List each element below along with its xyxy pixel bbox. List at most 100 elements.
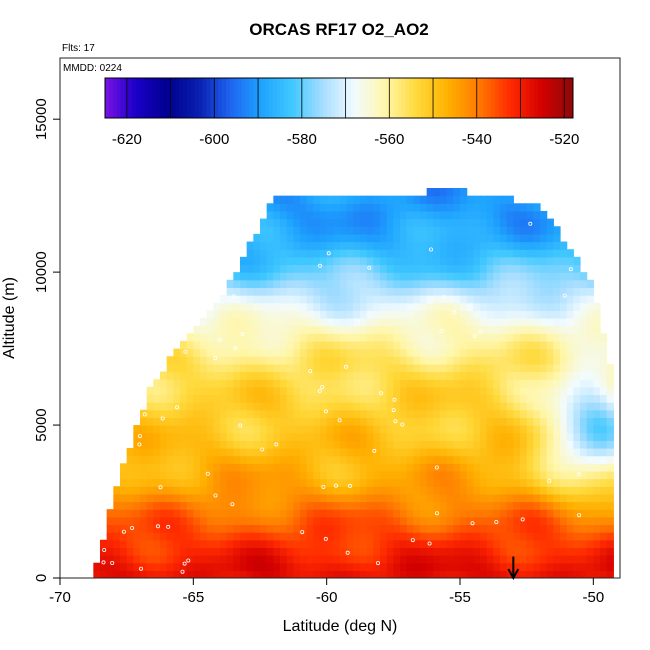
heatmap-cell bbox=[240, 310, 248, 319]
heatmap-cell bbox=[506, 501, 514, 510]
heatmap-cell bbox=[353, 463, 361, 472]
heatmap-cell bbox=[533, 417, 541, 426]
heatmap-cell bbox=[286, 210, 294, 220]
heatmap-cell bbox=[280, 203, 288, 212]
heatmap-cell bbox=[280, 356, 288, 365]
colorbar-swatch bbox=[198, 78, 203, 118]
heatmap-cell bbox=[293, 287, 301, 296]
heatmap-cell bbox=[233, 555, 241, 564]
heatmap-cell bbox=[166, 493, 174, 503]
heatmap-cell bbox=[386, 409, 394, 419]
heatmap-cell bbox=[266, 478, 274, 487]
heatmap-cell bbox=[186, 432, 194, 441]
heatmap-cell bbox=[373, 356, 381, 365]
heatmap-cell bbox=[560, 509, 568, 518]
heatmap-cell bbox=[333, 524, 341, 533]
heatmap-cell bbox=[100, 539, 108, 549]
heatmap-cell bbox=[533, 539, 541, 549]
heatmap-cell bbox=[360, 210, 368, 220]
heatmap-cell bbox=[380, 440, 388, 449]
heatmap-cell bbox=[240, 562, 248, 571]
heatmap-cell bbox=[400, 493, 408, 503]
heatmap-cell bbox=[440, 532, 448, 541]
heatmap-cell bbox=[380, 264, 388, 273]
heatmap-cell bbox=[240, 302, 248, 311]
heatmap-cell bbox=[486, 210, 494, 220]
heatmap-cell bbox=[313, 432, 321, 441]
x-tick-label: -60 bbox=[316, 589, 338, 606]
heatmap-cell bbox=[346, 570, 354, 578]
heatmap-cell bbox=[553, 233, 561, 243]
heatmap-cell bbox=[200, 547, 208, 556]
heatmap-cell bbox=[480, 425, 488, 434]
heatmap-cell bbox=[526, 539, 534, 549]
heatmap-cell bbox=[453, 233, 461, 243]
heatmap-cell bbox=[526, 279, 534, 289]
heatmap-cell bbox=[293, 516, 301, 526]
heatmap-cell bbox=[433, 478, 441, 487]
heatmap-cell bbox=[526, 432, 534, 441]
heatmap-cell bbox=[233, 295, 241, 304]
heatmap-cell bbox=[373, 562, 381, 571]
heatmap-cell bbox=[266, 279, 274, 289]
heatmap-cell bbox=[486, 539, 494, 549]
heatmap-cell bbox=[173, 379, 181, 388]
heatmap-cell bbox=[553, 371, 561, 380]
heatmap-cell bbox=[526, 340, 534, 350]
heatmap-cell bbox=[400, 279, 408, 289]
heatmap-cell bbox=[546, 463, 554, 472]
heatmap-cell bbox=[206, 516, 214, 526]
heatmap-cell bbox=[526, 302, 534, 311]
heatmap-cell bbox=[500, 279, 508, 289]
heatmap-cell bbox=[480, 463, 488, 472]
heatmap-cell bbox=[513, 394, 521, 403]
heatmap-cell bbox=[533, 363, 541, 373]
heatmap-cell bbox=[306, 302, 314, 311]
heatmap-cell bbox=[306, 218, 314, 227]
colorbar-swatch bbox=[522, 78, 527, 118]
observation-point bbox=[166, 524, 171, 529]
heatmap-cell bbox=[553, 348, 561, 357]
heatmap-cell bbox=[573, 333, 581, 342]
heatmap-cell bbox=[426, 287, 434, 296]
heatmap-cell bbox=[473, 203, 481, 212]
heatmap-cell bbox=[233, 340, 241, 350]
heatmap-cell bbox=[286, 279, 294, 289]
heatmap-cell bbox=[480, 195, 488, 204]
heatmap-cell bbox=[520, 386, 528, 396]
heatmap-cell bbox=[146, 539, 154, 549]
heatmap-cell bbox=[120, 524, 128, 533]
heatmap-cell bbox=[100, 555, 108, 564]
heatmap-cell bbox=[540, 333, 548, 342]
heatmap-cell bbox=[420, 241, 428, 250]
heatmap-cell bbox=[206, 570, 214, 578]
heatmap-cell bbox=[593, 356, 601, 365]
colorbar-swatch bbox=[233, 78, 239, 118]
heatmap-cell bbox=[353, 470, 361, 480]
heatmap-cell bbox=[326, 356, 334, 365]
heatmap-cell bbox=[226, 532, 234, 541]
heatmap-cell bbox=[366, 318, 374, 327]
heatmap-cell bbox=[93, 562, 101, 571]
heatmap-cell bbox=[293, 356, 301, 365]
heatmap-cell bbox=[326, 226, 334, 235]
heatmap-cell bbox=[586, 379, 594, 388]
heatmap-cell bbox=[600, 356, 608, 365]
heatmap-cell bbox=[220, 363, 228, 373]
heatmap-cell bbox=[346, 348, 354, 357]
heatmap-cell bbox=[306, 562, 314, 571]
heatmap-cell bbox=[406, 356, 414, 365]
heatmap-cell bbox=[340, 524, 348, 533]
heatmap-cell bbox=[320, 570, 328, 578]
heatmap-cell bbox=[500, 241, 508, 250]
observation-point bbox=[240, 331, 245, 336]
heatmap-cell bbox=[453, 241, 461, 250]
heatmap-cell bbox=[366, 478, 374, 487]
heatmap-cell bbox=[546, 287, 554, 296]
heatmap-cell bbox=[413, 356, 421, 365]
heatmap-cell bbox=[573, 448, 581, 457]
heatmap-cell bbox=[426, 241, 434, 250]
heatmap-cell bbox=[160, 371, 168, 380]
heatmap-cell bbox=[206, 310, 214, 319]
heatmap-cell bbox=[400, 486, 408, 495]
